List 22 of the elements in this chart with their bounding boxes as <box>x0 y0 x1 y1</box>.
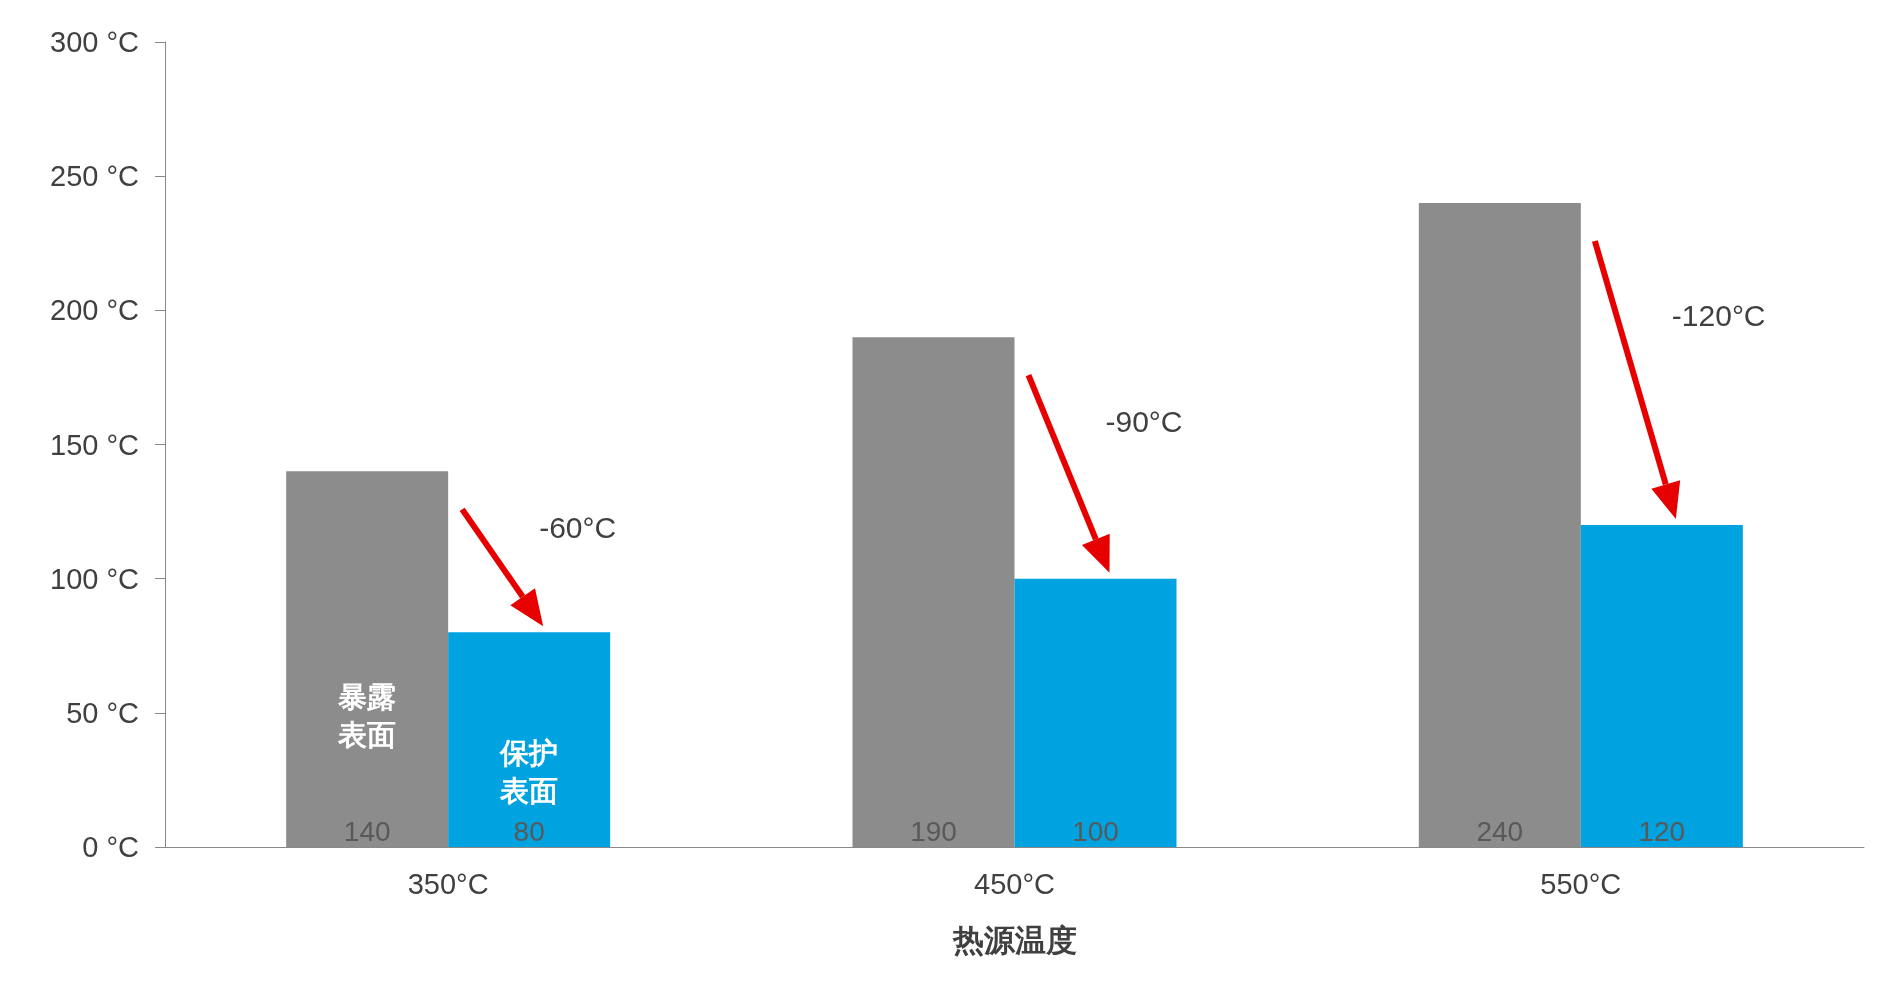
y-tick-label: 50 °C <box>66 696 139 729</box>
bar <box>1014 578 1177 847</box>
annotation: -90°C <box>1105 405 1183 439</box>
y-tick-label: 200 °C <box>50 294 139 327</box>
annotation: -120°C <box>1671 299 1766 333</box>
annotation: -60°C <box>539 511 617 545</box>
y-tick-label: 100 °C <box>50 562 139 595</box>
y-tick-label: 0 °C <box>82 831 139 863</box>
series-label: 保护表面 <box>499 736 559 807</box>
y-tick-label: 250 °C <box>50 160 139 193</box>
data-label: 120 <box>1638 815 1686 847</box>
x-tick-label: 550°C <box>1540 867 1622 900</box>
data-label: 80 <box>513 815 545 847</box>
bar <box>1580 525 1743 847</box>
x-axis-title: 热源温度 <box>951 923 1077 958</box>
x-tick-label: 450°C <box>974 867 1055 900</box>
series-label: 暴露表面 <box>337 680 397 751</box>
data-label: 100 <box>1072 815 1119 847</box>
x-tick-label: 350°C <box>407 867 489 900</box>
bar <box>448 632 611 847</box>
y-tick-label: 300 °C <box>50 26 139 58</box>
y-tick-label: 150 °C <box>50 428 139 461</box>
